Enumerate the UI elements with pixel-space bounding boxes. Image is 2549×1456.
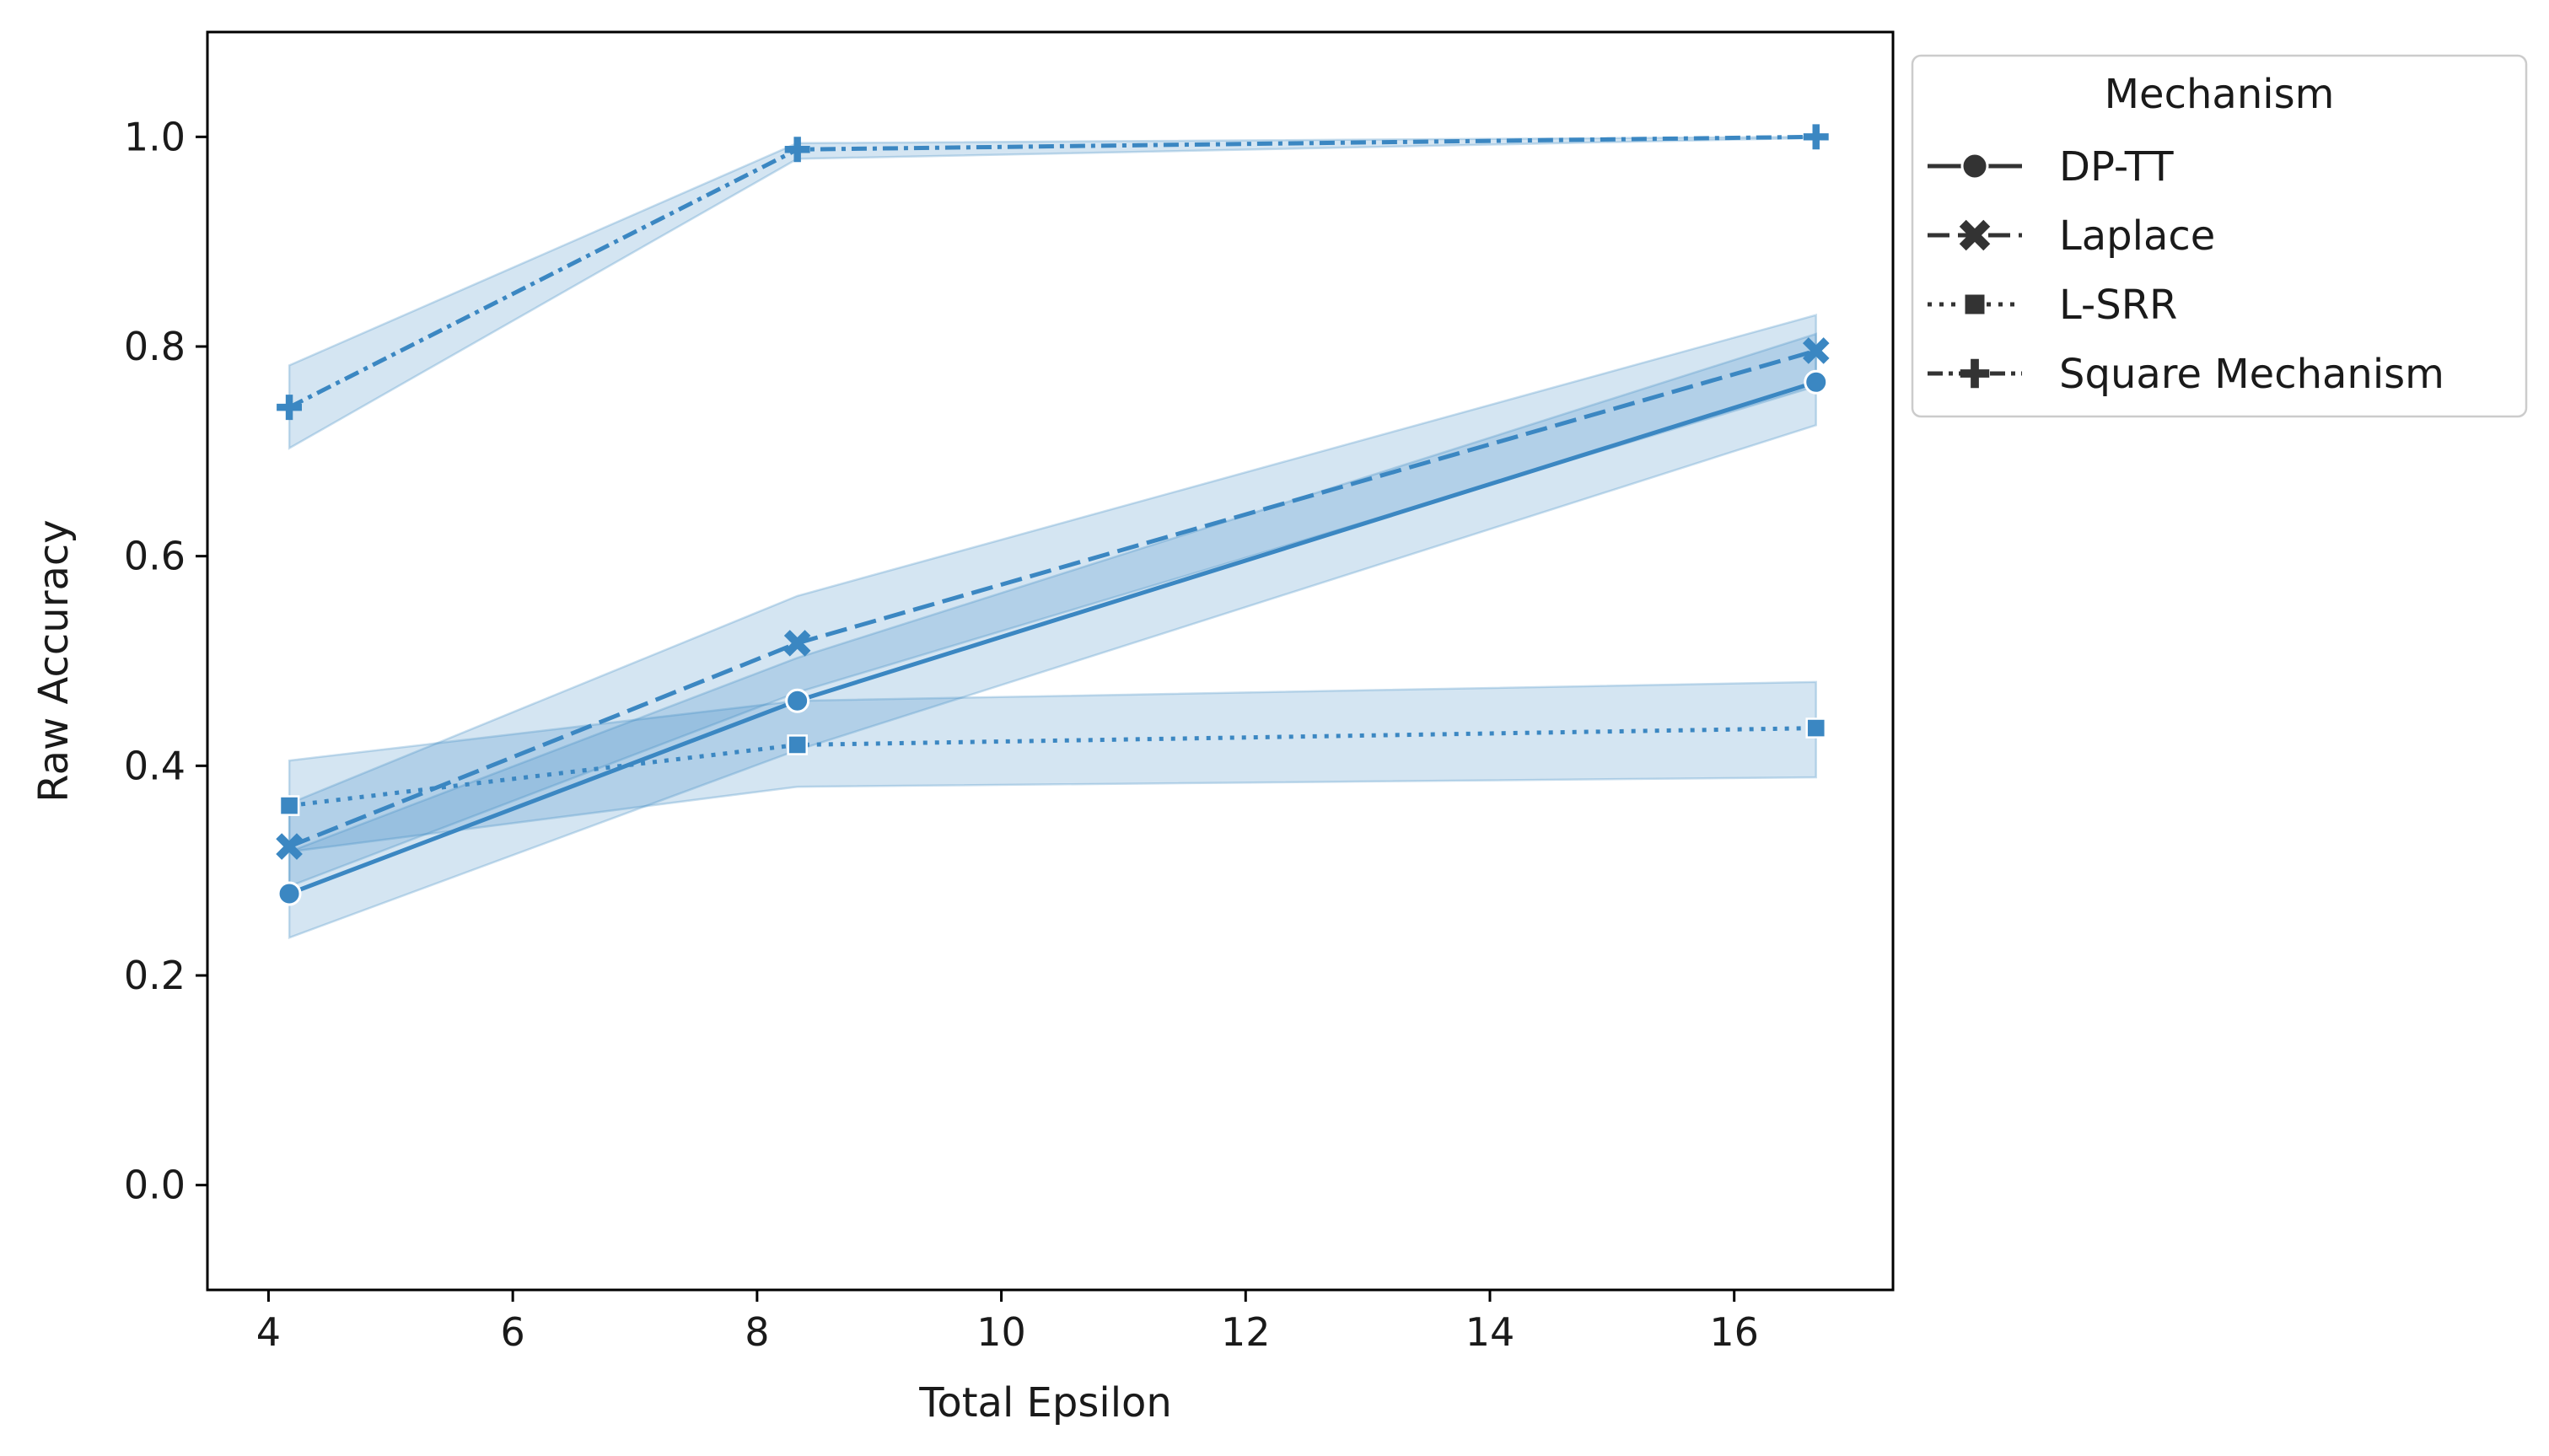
legend-entries: DP-TT Laplace L-SRR Square Mechanism <box>1928 143 2444 398</box>
x-tick-label: 6 <box>500 1309 524 1355</box>
data-point-laplace <box>276 833 303 860</box>
data-point-dp-tt <box>785 688 810 713</box>
x-axis: 4 6 8 10 12 14 16 <box>256 1290 1759 1355</box>
y-tick-label: 0.4 <box>124 743 186 788</box>
data-point-l-srr <box>278 795 300 816</box>
legend-label: L-SRR <box>2059 282 2177 329</box>
legend-marker <box>1963 293 1987 316</box>
legend: Mechanism DP-TT Laplace L-SRR Square Mechan… <box>1911 54 2528 418</box>
legend-marker <box>1960 152 1989 180</box>
legend-entry-dp-tt: DP-TT <box>1928 143 2174 191</box>
ci-band-dp-tt <box>288 332 1817 939</box>
legend-marker <box>1959 219 1991 251</box>
legend-entry-l-srr: L-SRR <box>1928 282 2177 329</box>
data-point-laplace <box>783 630 811 657</box>
legend-marker <box>1960 358 1990 389</box>
x-tick-label: 16 <box>1709 1309 1759 1355</box>
x-tick-label: 8 <box>745 1309 769 1355</box>
y-axis-title: Raw Accuracy <box>30 519 78 802</box>
series-markers <box>276 124 1830 906</box>
data-point-dp-tt <box>277 881 302 906</box>
y-tick-label: 0.8 <box>124 324 186 369</box>
data-point-dp-tt <box>1804 369 1829 395</box>
x-tick-label: 14 <box>1465 1309 1515 1355</box>
data-point-square-mechanism <box>1803 124 1829 150</box>
legend-box <box>1911 54 2528 418</box>
y-tick-label: 0.6 <box>124 534 186 579</box>
y-tick-label: 0.0 <box>124 1163 186 1208</box>
legend-entry-square-mechanism: Square Mechanism <box>1928 351 2444 398</box>
y-tick-label: 0.2 <box>124 953 186 998</box>
x-tick-label: 12 <box>1221 1309 1271 1355</box>
y-tick-label: 1.0 <box>124 114 186 159</box>
x-tick-label: 10 <box>976 1309 1026 1355</box>
data-point-square-mechanism <box>277 395 303 421</box>
legend-title: Mechanism <box>2105 71 2335 118</box>
data-point-laplace <box>1802 337 1830 364</box>
data-point-square-mechanism <box>784 137 810 163</box>
legend-entry-laplace: Laplace <box>1928 212 2215 260</box>
legend-label: Square Mechanism <box>2059 351 2444 398</box>
legend-label: Laplace <box>2059 212 2215 260</box>
plot-area-frame <box>206 30 1895 1292</box>
y-axis: 0.0 0.2 0.4 0.6 0.8 1.0 <box>124 114 207 1208</box>
data-point-l-srr <box>1805 717 1827 739</box>
x-axis-title: Total Epsilon <box>918 1379 1172 1426</box>
data-point-l-srr <box>787 734 808 755</box>
legend-label: DP-TT <box>2059 143 2174 191</box>
x-tick-label: 4 <box>256 1309 281 1355</box>
